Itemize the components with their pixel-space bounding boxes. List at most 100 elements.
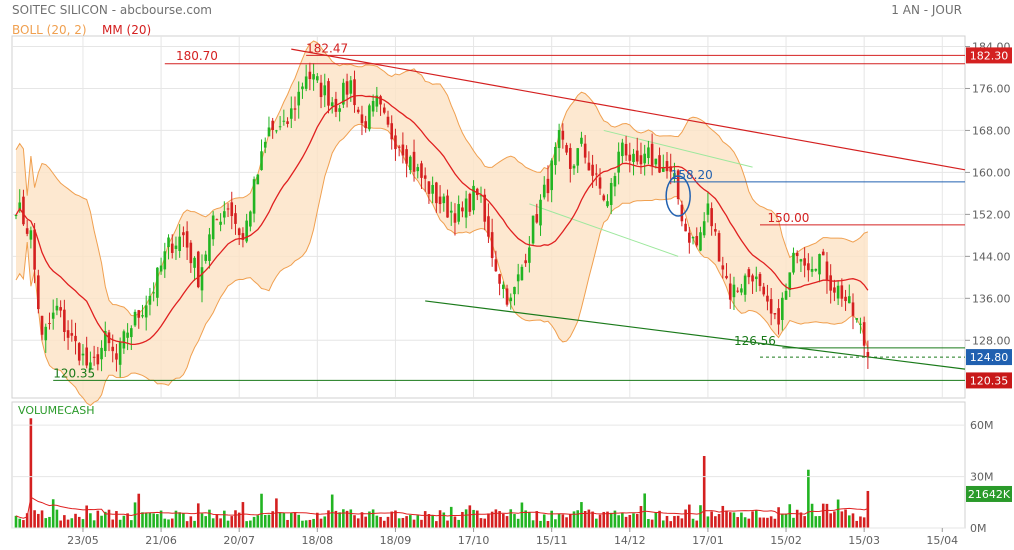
volume-bar (513, 514, 516, 528)
candle-body (208, 234, 211, 261)
volume-bar (66, 519, 70, 528)
candle-body (394, 135, 397, 150)
volume-bar (595, 518, 598, 528)
candle-body (401, 144, 405, 156)
candle-body (304, 76, 308, 89)
volume-bar (498, 511, 501, 528)
candle-body (472, 185, 475, 211)
candle-body (736, 290, 739, 292)
candle-body (256, 174, 260, 185)
volume-bar (63, 515, 66, 528)
candle-body (263, 141, 267, 148)
candle-body (598, 177, 602, 189)
last-price-tag-box (966, 349, 1012, 366)
volume-bar (606, 511, 609, 528)
y-tick-label: 128.00 (972, 334, 1011, 347)
volume-bar (743, 517, 747, 528)
candle-body (621, 142, 624, 157)
volume-bar (115, 511, 118, 528)
candle-body (546, 178, 550, 194)
volume-bar (289, 512, 293, 528)
candle-body (342, 82, 345, 105)
level-label: 126.56 (734, 334, 776, 348)
volume-bar (196, 503, 200, 528)
volume-bar (650, 519, 654, 528)
candle-body (673, 173, 676, 178)
candle-body (219, 221, 222, 225)
moving-average-line (15, 94, 869, 346)
candle-body (81, 353, 85, 356)
period-label[interactable]: 1 AN - JOUR (891, 3, 962, 17)
candle-body (226, 208, 230, 210)
candle-body (732, 284, 736, 298)
candle-body (237, 228, 241, 236)
volume-bar (371, 509, 375, 528)
volume-bar (37, 513, 40, 528)
volume-bar (710, 511, 713, 528)
last-volume-tag-box (966, 485, 1012, 502)
x-tick-label: 15/04 (926, 534, 958, 547)
candle-body (650, 143, 654, 166)
candle-body (163, 251, 167, 270)
volume-bar (688, 504, 691, 528)
candle-body (583, 143, 587, 158)
volume-bar (769, 516, 773, 528)
candle-body (654, 158, 658, 165)
candle-body (792, 252, 795, 273)
volume-bar (252, 516, 256, 528)
candle-body (769, 299, 773, 314)
candle-body (22, 196, 25, 225)
candle-body (557, 130, 561, 149)
volume-bar (405, 516, 408, 528)
candle-body (509, 297, 513, 302)
volume-bar (572, 511, 576, 528)
candle-body (468, 193, 472, 212)
candle-body (647, 147, 650, 159)
candle-body (784, 290, 788, 300)
candle-body (282, 120, 286, 122)
candle-body (740, 288, 743, 293)
bollinger-lower-band (15, 123, 869, 407)
candle-body (327, 81, 330, 106)
candlesticks (14, 62, 870, 378)
volume-bar (862, 517, 866, 528)
candle-body (844, 296, 847, 302)
candle-body (204, 254, 208, 261)
volume-bar (263, 514, 267, 528)
candle-body (196, 251, 200, 288)
volume-bar (144, 512, 148, 528)
volume-bar (167, 519, 170, 528)
candle-body (814, 268, 818, 271)
price-tags: 182.30 124.80 120.35 21642K (966, 47, 1012, 502)
candle-body (449, 210, 453, 213)
candle-body (111, 346, 115, 352)
volume-bar (490, 511, 494, 528)
volume-bar (48, 516, 51, 528)
volume-bar (364, 516, 367, 528)
volume-bar (334, 510, 338, 528)
y-tick-label: 176.00 (972, 82, 1011, 95)
candle-body (397, 146, 401, 148)
candle-body (862, 322, 866, 346)
volume-bar (598, 514, 602, 528)
candle-body (96, 354, 100, 365)
volume-bar (840, 511, 844, 528)
candle-body (676, 170, 680, 200)
volume-bar (810, 503, 814, 528)
candle-body (345, 81, 349, 95)
last-price-tag: 124.80 (970, 351, 1009, 364)
candle-body (249, 211, 252, 227)
volume-bar (728, 512, 732, 528)
candle-body (565, 145, 568, 153)
volume-bar (732, 512, 736, 528)
volume-bar (412, 519, 416, 528)
volume-bar (702, 456, 706, 528)
volume-bar (375, 515, 379, 528)
volume-bar (282, 512, 286, 528)
candle-body (758, 273, 762, 286)
volume-bar (401, 517, 405, 528)
candle-body (382, 107, 386, 113)
volume-bar (185, 521, 189, 528)
resistance-trendline (291, 48, 966, 171)
